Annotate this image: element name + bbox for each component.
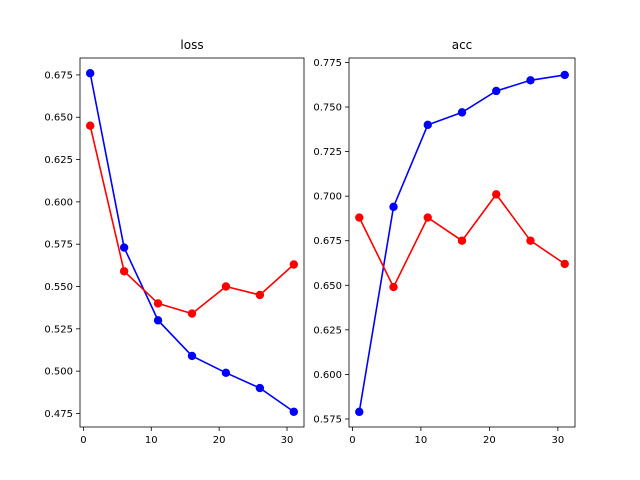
series-point <box>423 213 432 222</box>
series-point <box>289 260 299 269</box>
series-point <box>389 202 398 212</box>
y-tick-label: 0.475 <box>44 409 73 420</box>
series-point <box>221 282 231 291</box>
y-tick-label: 0.650 <box>313 281 342 292</box>
y-tick-label: 0.625 <box>44 155 73 166</box>
y-tick-label: 0.575 <box>44 240 73 251</box>
y-tick-label: 0.575 <box>313 414 342 425</box>
y-tick-label: 0.650 <box>44 113 73 124</box>
series-point <box>355 213 364 222</box>
series-point <box>289 407 299 416</box>
chart-title: loss <box>180 38 203 52</box>
series-point <box>355 407 364 417</box>
series-point <box>153 316 163 325</box>
y-tick-label: 0.675 <box>44 70 73 81</box>
series-point <box>85 121 95 130</box>
series-point <box>526 236 535 245</box>
series-point <box>457 236 467 245</box>
series-point <box>457 108 467 117</box>
series-point <box>492 86 501 96</box>
y-tick-label: 0.625 <box>313 325 342 336</box>
y-tick-label: 0.750 <box>313 103 342 114</box>
series-point <box>187 351 197 361</box>
x-tick-label: 30 <box>552 435 565 446</box>
series-point <box>85 69 95 78</box>
axes-frame <box>348 57 576 428</box>
loss-panel: loss 0 10 20 30 0.475 0.500 0.525 0.550 0.575 0.60… <box>44 38 305 446</box>
series-point <box>221 368 231 378</box>
series-point <box>119 267 129 276</box>
series-point <box>492 190 501 199</box>
y-tick-label: 0.525 <box>44 324 73 335</box>
y-tick-label: 0.675 <box>313 236 342 247</box>
y-tick-label: 0.600 <box>313 370 342 381</box>
axes-frame <box>79 57 305 428</box>
series-point <box>423 120 432 130</box>
series-point <box>389 282 398 292</box>
series-point <box>119 243 129 252</box>
x-tick-label: 0 <box>349 435 355 446</box>
acc-panel: acc 0 10 20 30 0.575 0.600 0.625 0.650 0.675 0.700… <box>313 38 576 446</box>
series-point <box>255 383 265 393</box>
series-point <box>560 259 569 269</box>
x-tick-label: 20 <box>483 435 496 446</box>
x-tick-label: 0 <box>80 435 86 446</box>
x-tick-label: 30 <box>281 435 294 446</box>
y-tick-label: 0.500 <box>44 367 73 378</box>
series-point <box>526 76 535 85</box>
x-tick-label: 20 <box>213 435 226 446</box>
chart-title: acc <box>452 38 473 52</box>
series-point <box>560 70 569 80</box>
y-tick-label: 0.600 <box>44 197 73 208</box>
series-point <box>255 290 265 300</box>
y-tick-label: 0.775 <box>313 58 342 69</box>
x-tick-label: 10 <box>145 435 158 446</box>
y-tick-label: 0.700 <box>313 192 342 203</box>
y-tick-label: 0.725 <box>313 147 342 158</box>
series-point <box>187 309 197 318</box>
y-tick-label: 0.550 <box>44 282 73 293</box>
series-point <box>153 299 163 308</box>
x-tick-label: 10 <box>415 435 428 446</box>
